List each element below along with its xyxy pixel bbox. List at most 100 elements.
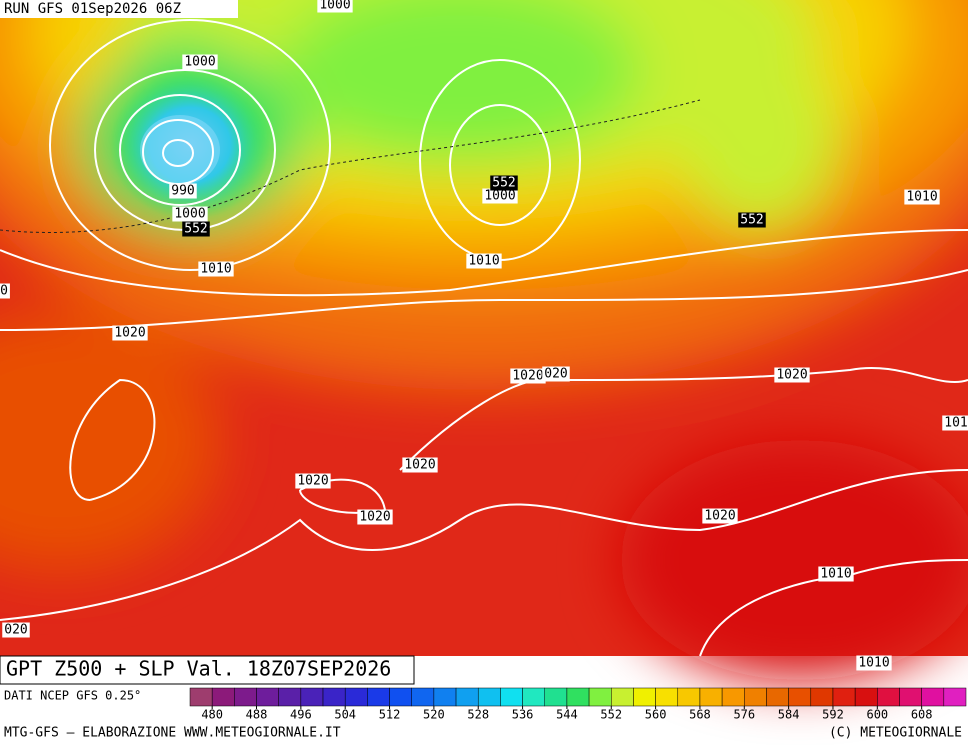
colorbar-cell <box>234 687 257 707</box>
slp-label: 1020 <box>512 369 543 384</box>
colorbar-tick-label: 552 <box>600 708 622 722</box>
colorbar-cell <box>921 687 945 707</box>
label-box <box>482 188 518 204</box>
label-box <box>818 566 854 582</box>
slp-label: 1010 <box>906 190 937 205</box>
label-box <box>182 54 218 70</box>
label-box <box>466 253 502 269</box>
label-box <box>510 368 546 384</box>
label-box <box>856 655 892 671</box>
slp-label: 1000 <box>484 189 515 204</box>
slp-label: 020 <box>544 367 567 382</box>
slp-label: 1020 <box>404 458 435 473</box>
colorbar-cell <box>322 687 346 707</box>
colorbar-cell <box>677 687 701 707</box>
footer-right: (C) METEOGIORNALE <box>829 726 962 741</box>
slp-label: 1010 <box>468 254 499 269</box>
slp-label: 1020 <box>114 326 145 341</box>
colorbar-cell <box>766 687 789 707</box>
label-box <box>317 0 353 13</box>
slp-label: 1020 <box>776 368 807 383</box>
colorbar-cell <box>389 687 412 707</box>
slp-label: 1000 <box>184 55 215 70</box>
colorbar-cell <box>477 687 501 707</box>
colorbar-tick-label: 480 <box>201 708 223 722</box>
label-box <box>738 212 766 228</box>
label-box <box>942 415 968 431</box>
colorbar-cell <box>899 687 922 707</box>
colorbar-cell <box>943 687 967 707</box>
colorbar-tick-label: 584 <box>778 708 800 722</box>
run-label: RUN GFS 01Sep2026 06Z <box>4 1 181 17</box>
colorbar-tick-label: 592 <box>822 708 844 722</box>
colorbar-tick-label: 544 <box>556 708 578 722</box>
label-box <box>0 283 10 299</box>
footer-left: MTG-GFS — ELABORAZIONE WWW.METEOGIORNALE… <box>4 726 341 741</box>
label-box <box>112 325 148 341</box>
source-label: DATI NCEP GFS 0.25° <box>4 689 141 703</box>
slp-label: 1000 <box>319 0 350 13</box>
colorbar-cell <box>367 687 390 707</box>
slp-label: 1010 <box>820 567 851 582</box>
colorbar-cell <box>300 687 324 707</box>
title-box <box>0 655 415 685</box>
slp-label: 020 <box>4 623 27 638</box>
z500-label: 552 <box>184 222 207 237</box>
z500-label: 552 <box>740 213 763 228</box>
slp-label: 990 <box>171 184 194 199</box>
colorbar-cell <box>810 687 834 707</box>
label-box <box>169 183 197 199</box>
colorbar-cell <box>522 687 545 707</box>
label-box <box>172 206 208 222</box>
run-box <box>0 0 238 18</box>
colorbar-cell <box>278 687 302 707</box>
colorbar-cell <box>211 687 235 707</box>
label-box <box>542 366 570 382</box>
colorbar-tick-label: 576 <box>733 708 755 722</box>
colorbar-cell <box>699 687 723 707</box>
colorbar-tick-label: 512 <box>379 708 401 722</box>
colorbar-cell <box>655 687 679 707</box>
colorbar-tick-label: 536 <box>512 708 534 722</box>
map-field <box>0 0 968 680</box>
colorbar-cell <box>500 687 523 707</box>
label-box <box>2 622 30 638</box>
slp-label: 101 <box>944 416 967 431</box>
colorbar-cell <box>433 687 457 707</box>
colorbar-tick-label: 496 <box>290 708 312 722</box>
slp-label: 1010 <box>200 262 231 277</box>
label-box <box>490 175 518 191</box>
slp-label: 1020 <box>359 510 390 525</box>
label-box <box>357 509 393 525</box>
colorbar-cell <box>588 687 612 707</box>
label-box <box>774 367 810 383</box>
contour-labels: 1000 1000 990 1000 1010 0 1000 1010 1010 1020 1020… <box>0 0 968 671</box>
colorbar-tick-label: 504 <box>334 708 356 722</box>
label-box <box>182 221 210 237</box>
colorbar-tick-label: 608 <box>911 708 933 722</box>
colorbar-cell <box>256 687 279 707</box>
slp-label: 0 <box>0 284 8 299</box>
slp-label: 1020 <box>704 509 735 524</box>
colorbar-tick-label: 600 <box>866 708 888 722</box>
colorbar-cell <box>611 687 634 707</box>
slp-label: 1010 <box>858 656 889 671</box>
colorbar-cell <box>344 687 368 707</box>
colorbar-tick-label: 520 <box>423 708 445 722</box>
colorbar-cell <box>633 687 656 707</box>
colorbar-tick-label: 488 <box>246 708 268 722</box>
colorbar-cell <box>566 687 590 707</box>
label-box <box>904 189 940 205</box>
map-title: GPT Z500 + SLP Val. 18Z07SEP2026 <box>6 657 391 681</box>
colorbar-cell <box>721 687 745 707</box>
colorbar-tick-label: 528 <box>467 708 489 722</box>
label-box <box>295 473 331 489</box>
colorbar-tick-label: 568 <box>689 708 711 722</box>
slp-label: 1000 <box>174 207 205 222</box>
colorbar-cell <box>854 687 878 707</box>
z500-label: 552 <box>492 176 515 191</box>
colorbar-cell <box>788 687 812 707</box>
colorbar-cell <box>411 687 435 707</box>
